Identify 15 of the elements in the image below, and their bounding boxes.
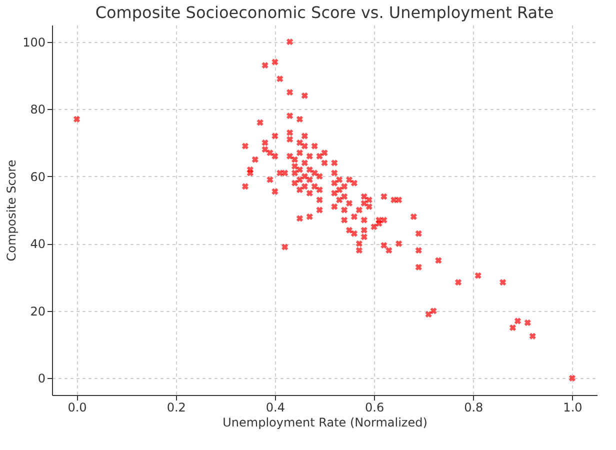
y-tick-label: 0	[38, 372, 46, 386]
x-tick-label: 0.6	[365, 400, 384, 414]
y-tick-label: 80	[30, 102, 46, 117]
y-tick-label: 40	[30, 237, 46, 252]
x-tick-label: 0.0	[68, 400, 87, 414]
x-tick-label: 0.8	[464, 400, 484, 414]
y-tick-label: 20	[30, 304, 46, 318]
y-axis-title: Composite Score	[4, 160, 19, 262]
x-axis-title: Unemployment Rate (Normalized)	[222, 416, 428, 430]
y-tick-label: 100	[22, 35, 46, 50]
x-tick-label: 0.4	[266, 400, 285, 414]
chart-title: Composite Socioeconomic Score vs. Unemployment Rate	[95, 3, 554, 22]
x-tick-label: 0.2	[166, 400, 186, 414]
y-tick-label: 60	[30, 170, 46, 184]
x-tick-label: 1.0	[563, 400, 582, 414]
